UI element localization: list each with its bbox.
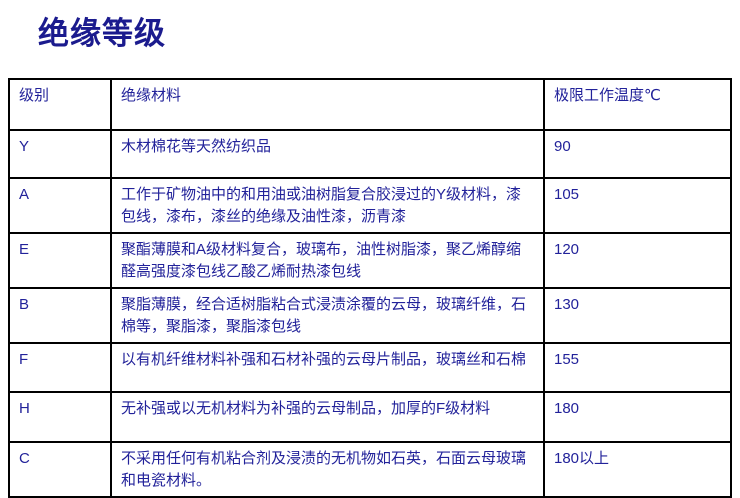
column-header-temperature: 极限工作温度℃ — [543, 78, 732, 131]
grade-cell: C — [8, 441, 112, 498]
column-header-grade: 级别 — [8, 78, 112, 131]
insulation-grade-table: 级别 绝缘材料 极限工作温度℃ Y 木材棉花等天然纺织品 90 A 工作于矿物油… — [8, 78, 732, 498]
material-cell: 工作于矿物油中的和用油或油树脂复合胶浸过的Y级材料，漆包线，漆布，漆丝的绝缘及油… — [110, 177, 545, 234]
temperature-cell: 120 — [543, 232, 732, 289]
table-row: Y 木材棉花等天然纺织品 90 — [8, 129, 732, 179]
material-cell: 不采用任何有机粘合剂及浸渍的无机物如石英，石面云母玻璃和电瓷材料。 — [110, 441, 545, 498]
material-cell: 以有机纤维材料补强和石材补强的云母片制品，玻璃丝和石棉 — [110, 342, 545, 393]
table-header-row: 级别 绝缘材料 极限工作温度℃ — [8, 78, 732, 131]
material-cell: 木材棉花等天然纺织品 — [110, 129, 545, 179]
grade-cell: A — [8, 177, 112, 234]
temperature-cell: 90 — [543, 129, 732, 179]
temperature-cell: 180 — [543, 391, 732, 443]
temperature-cell: 130 — [543, 287, 732, 344]
table-row: C 不采用任何有机粘合剂及浸渍的无机物如石英，石面云母玻璃和电瓷材料。 180以… — [8, 441, 732, 498]
table-row: F 以有机纤维材料补强和石材补强的云母片制品，玻璃丝和石棉 155 — [8, 342, 732, 393]
table-row: E 聚酯薄膜和A级材料复合，玻璃布，油性树脂漆，聚乙烯醇缩醛高强度漆包线乙酸乙烯… — [8, 232, 732, 289]
temperature-cell: 155 — [543, 342, 732, 393]
page-title: 绝缘等级 — [38, 16, 166, 51]
temperature-cell: 180以上 — [543, 441, 732, 498]
grade-cell: B — [8, 287, 112, 344]
table-row: H 无补强或以无机材料为补强的云母制品，加厚的F级材料 180 — [8, 391, 732, 443]
material-cell: 聚酯薄膜和A级材料复合，玻璃布，油性树脂漆，聚乙烯醇缩醛高强度漆包线乙酸乙烯耐热… — [110, 232, 545, 289]
grade-cell: H — [8, 391, 112, 443]
temperature-cell: 105 — [543, 177, 732, 234]
grade-cell: F — [8, 342, 112, 393]
material-cell: 聚脂薄膜，经合适树脂粘合式浸渍涂覆的云母，玻璃纤维，石棉等，聚脂漆，聚脂漆包线 — [110, 287, 545, 344]
table-row: A 工作于矿物油中的和用油或油树脂复合胶浸过的Y级材料，漆包线，漆布，漆丝的绝缘… — [8, 177, 732, 234]
grade-cell: E — [8, 232, 112, 289]
column-header-material: 绝缘材料 — [110, 78, 545, 131]
material-cell: 无补强或以无机材料为补强的云母制品，加厚的F级材料 — [110, 391, 545, 443]
grade-cell: Y — [8, 129, 112, 179]
table-row: B 聚脂薄膜，经合适树脂粘合式浸渍涂覆的云母，玻璃纤维，石棉等，聚脂漆，聚脂漆包… — [8, 287, 732, 344]
